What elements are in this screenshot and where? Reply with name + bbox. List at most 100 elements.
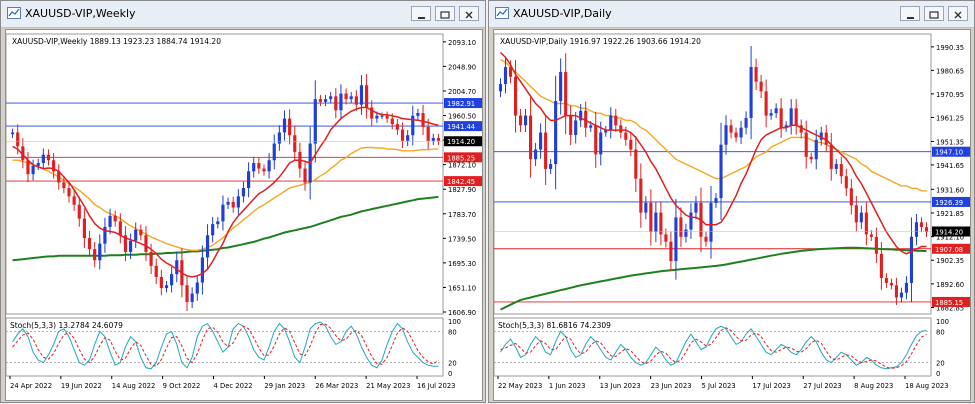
candle-body [809,156,813,160]
candle-body [252,163,256,172]
minimize-button[interactable] [411,6,431,21]
restore-button[interactable] [924,6,944,21]
candle-body [221,204,225,222]
candle-body [159,276,163,289]
stochastic-panel[interactable] [5,317,444,377]
candle-body [344,93,348,100]
date-axis-label: 26 Mar 2023 [315,382,358,390]
stochastic-axis-label: 80 [448,328,457,336]
candle-body [293,135,297,152]
price-axis-label: 1606.90 [448,309,476,317]
weekly-window-title: XAUUSD-VIP,Weekly [25,7,136,20]
candle-body [185,285,189,302]
price-panel[interactable] [5,33,444,315]
candle-body [599,132,603,155]
candle-body [21,146,25,161]
weekly-window-titlebar[interactable]: XAUUSD-VIP,Weekly [1,1,485,28]
stochastic-signal-line [12,323,439,367]
date-axis-label: 9 Oct 2022 [163,382,201,390]
candle-body [804,132,808,157]
candle-body [589,125,593,128]
weekly-chart-area[interactable]: XAUUSD-VIP,Weekly 1889.13 1923.23 1884.7… [5,29,483,401]
candle-body [508,67,513,77]
price-axis-label: 1651.10 [448,284,476,292]
price-axis-label: 2048.90 [448,63,476,71]
restore-button[interactable] [435,6,455,21]
candle-body [874,236,878,254]
candle-body [154,265,158,277]
daily-chart-canvas[interactable]: XAUUSD-VIP,Daily 1916.97 1922.26 1903.66… [493,30,970,400]
candle-body [704,236,708,242]
candle-body [303,168,307,183]
daily-window-titlebar[interactable]: XAUUSD-VIP,Daily [489,1,974,28]
candle-body [385,115,389,119]
weekly-chart-canvas[interactable]: XAUUSD-VIP,Weekly 1889.13 1923.23 1884.7… [5,30,482,400]
moving-average-mid [500,59,927,192]
candle-body [819,132,823,140]
level-price-label: 1941.44 [447,123,475,131]
stochastic-axis-label: 100 [448,318,461,326]
level-price-tag [932,296,970,307]
candle-body [919,222,924,228]
candle-body [579,110,583,121]
price-axis-label: 1783.70 [448,211,476,219]
candle-body [574,120,578,135]
candle-body [406,135,410,141]
candle-body [113,215,117,222]
candle-body [431,138,435,141]
level-price-label: 1885.25 [447,154,475,162]
candle-body [246,171,251,189]
price-axis-label: 1739.50 [448,235,476,243]
candle-body [724,125,728,145]
price-axis-label: 2004.70 [448,88,476,96]
candle-body [564,71,568,116]
candle-body [123,235,128,252]
candle-body [503,67,508,85]
date-axis-label: 17 Jul 2023 [752,382,790,390]
candle-body [226,201,230,205]
current-price-tag [444,136,482,147]
candle-body [318,99,323,102]
weekly-chart-window[interactable]: XAUUSD-VIP,Weekly XAUUSD-VIP,Weekly 1889… [0,0,486,403]
candle-body [108,215,112,227]
candle-body [62,182,66,189]
candle-body [549,164,553,169]
stochastic-signal-line [500,327,927,369]
candle-body [694,202,698,213]
candle-body [282,118,287,133]
candle-body [231,201,235,208]
close-button[interactable] [459,6,479,21]
candle-body [98,243,102,261]
date-axis-label: 19 Jun 2022 [61,382,102,390]
date-axis-label: 16 Jul 2023 [417,382,455,390]
daily-chart-window[interactable]: XAUUSD-VIP,Daily XAUUSD-VIP,Daily 1916.9… [488,0,975,403]
candle-body [36,163,40,166]
daily-chart-area[interactable]: XAUUSD-VIP,Daily 1916.97 1922.26 1903.66… [493,29,971,401]
candle-body [513,76,518,116]
candle-body [518,115,523,126]
date-axis-label: 5 Jul 2023 [702,382,736,390]
close-button[interactable] [948,6,968,21]
candle-body [534,149,538,160]
candle-body [639,178,643,213]
candle-body [749,67,753,119]
candle-body [416,113,420,116]
date-axis-label: 23 Jun 2023 [651,382,692,390]
candle-body [359,85,364,105]
candle-body [211,224,215,236]
candle-body [614,115,618,126]
candle-body [277,132,281,144]
stochastic-axis-label: 0 [936,370,940,378]
stochastic-panel[interactable] [493,317,932,377]
minimize-button[interactable] [900,6,920,21]
candle-body [779,108,783,128]
candle-body [313,99,317,144]
candle-body [334,96,338,111]
date-axis-label: 21 May 2023 [366,382,410,390]
candle-body [729,125,733,133]
candle-body [754,67,758,82]
candle-body [267,160,271,172]
candle-body [205,235,210,258]
candle-body [31,165,35,175]
candle-body [400,129,405,141]
